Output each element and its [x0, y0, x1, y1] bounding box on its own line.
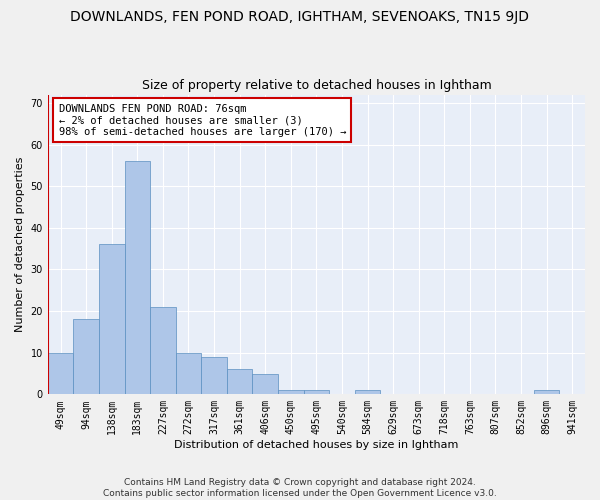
Title: Size of property relative to detached houses in Ightham: Size of property relative to detached ho…	[142, 79, 491, 92]
Text: DOWNLANDS, FEN POND ROAD, IGHTHAM, SEVENOAKS, TN15 9JD: DOWNLANDS, FEN POND ROAD, IGHTHAM, SEVEN…	[71, 10, 530, 24]
Text: DOWNLANDS FEN POND ROAD: 76sqm
← 2% of detached houses are smaller (3)
98% of se: DOWNLANDS FEN POND ROAD: 76sqm ← 2% of d…	[59, 104, 346, 136]
X-axis label: Distribution of detached houses by size in Ightham: Distribution of detached houses by size …	[174, 440, 458, 450]
Bar	[73, 320, 99, 394]
Bar	[355, 390, 380, 394]
Bar	[278, 390, 304, 394]
Bar	[253, 374, 278, 394]
Bar	[99, 244, 125, 394]
Bar	[534, 390, 559, 394]
Bar	[150, 307, 176, 394]
Bar	[227, 370, 253, 394]
Bar	[201, 357, 227, 395]
Bar	[125, 161, 150, 394]
Y-axis label: Number of detached properties: Number of detached properties	[15, 157, 25, 332]
Bar	[48, 352, 73, 395]
Text: Contains HM Land Registry data © Crown copyright and database right 2024.
Contai: Contains HM Land Registry data © Crown c…	[103, 478, 497, 498]
Bar	[176, 352, 201, 395]
Bar	[304, 390, 329, 394]
